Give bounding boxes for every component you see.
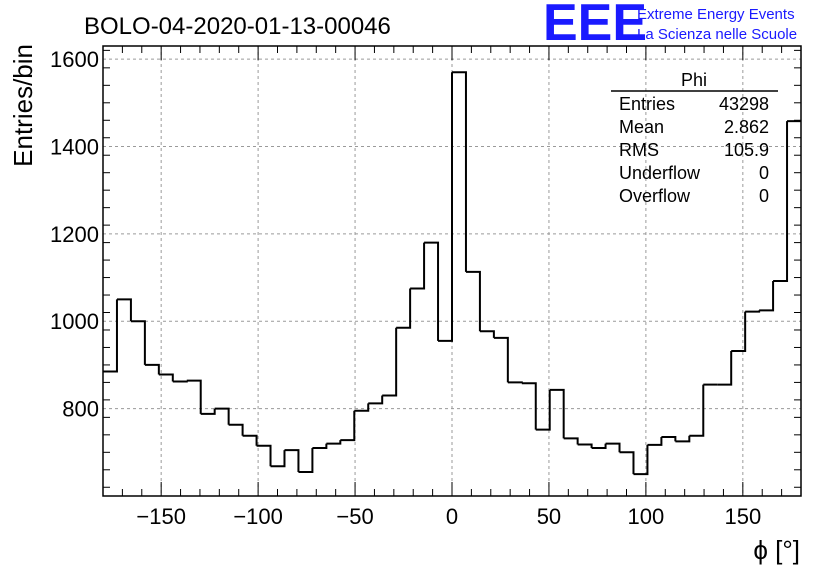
stats-row-value: 2.862 [724,117,769,137]
y-tick-label: 1400 [50,134,99,159]
stats-row-value: 0 [759,186,769,206]
histogram-bin [144,363,160,375]
stats-row-label: Underflow [619,163,701,183]
stats-row-value: 0 [759,163,769,183]
stats-row-value: 105.9 [724,140,769,160]
plot-frame [102,45,802,497]
histogram-bin [619,451,635,475]
histogram-bin [130,320,146,365]
histogram-bin [661,436,677,442]
eee-logo-mark: EEE [543,0,647,52]
histogram-bin [675,435,691,443]
histogram-bin [535,389,551,431]
histogram-series [103,71,801,476]
histogram-bin [633,444,649,476]
logo-line-1: Extreme Energy Events [637,6,795,23]
stats-box: Phi Entries 43298 Mean 2.862 RMS 105.9 Underfl… [611,70,778,206]
y-tick-label: 1600 [50,47,99,72]
histogram-bin [200,408,216,415]
histogram-bin [354,403,370,412]
tick-labels: −150 −100 −50 0 50 100 150 800 1000 1200 1400 1600 [50,47,761,529]
histogram-bin [563,437,579,445]
histogram-bin [396,288,412,329]
y-tick-label: 800 [62,397,99,422]
histogram-bin [493,336,509,383]
histogram-bin [242,434,258,446]
histogram-bin [116,298,132,322]
histogram-bin [745,310,761,313]
histogram-bin [549,388,565,439]
x-tick-label: 50 [537,504,561,529]
logo-line-2: La Scienza nelle Scuole [637,26,797,43]
stats-title: Phi [681,70,707,90]
x-tick-label: 0 [446,504,458,529]
y-tick-label: 1200 [50,222,99,247]
histogram-bin [158,373,174,382]
histogram-bin [591,443,607,449]
histogram-bin [773,121,789,283]
histogram-bin [256,444,272,467]
stats-row-label: Entries [619,94,675,114]
histogram-bin [214,407,230,425]
stats-row-label: RMS [619,140,659,160]
histogram-bin [731,311,747,352]
histogram-bin [312,443,328,449]
histogram-bin [326,440,342,445]
histogram-bin [103,299,118,373]
x-tick-label: −100 [233,504,283,529]
histogram-bin [759,281,775,312]
histogram-bin [340,410,356,442]
histogram-bin [717,350,733,386]
histogram-bin [479,330,495,338]
y-tick-label: 1000 [50,309,99,334]
x-tick-label: −150 [136,504,186,529]
histogram-bin [368,395,384,405]
chart-title: BOLO-04-2020-01-13-00046 [84,13,391,40]
histogram-bin [424,241,440,341]
histogram-bin [605,442,621,453]
histogram-bin [689,384,705,437]
histogram-bin [284,449,300,472]
histogram-bin [172,380,188,383]
x-tick-label: −50 [336,504,373,529]
histogram-bin [438,72,453,342]
histogram-bin [452,71,467,272]
x-axis-label: ϕ [°] [753,535,800,565]
histogram-bin [186,379,202,414]
x-tick-label: 150 [724,504,761,529]
histogram-bin [465,270,481,332]
histogram-bin [382,327,398,397]
histogram-bin [270,450,286,468]
histogram-bin [298,447,314,473]
histogram-bin [410,242,426,290]
histogram-bin [521,382,537,430]
histogram-bin [228,423,244,436]
stats-row-value: 43298 [719,94,769,114]
stats-row-label: Mean [619,117,664,137]
histogram-bin [647,437,663,446]
x-tick-label: 100 [628,504,665,529]
axis-ticks [102,46,802,496]
y-axis-label: Entries/bin [8,44,38,167]
eee-logo: EEE Extreme Energy Events La Scienza nel… [543,0,797,52]
histogram-bin [577,443,593,448]
histogram-bin [507,381,523,384]
stats-row-label: Overflow [619,186,691,206]
